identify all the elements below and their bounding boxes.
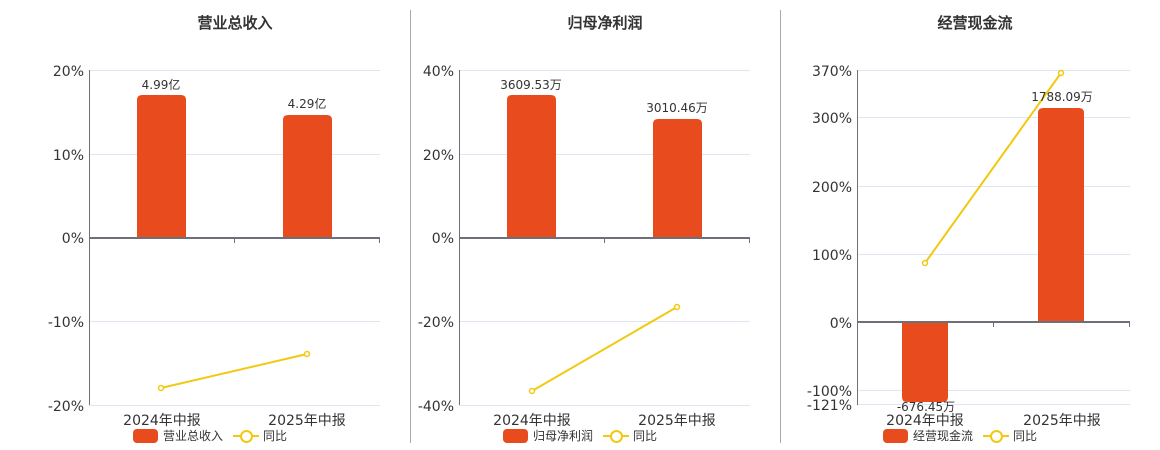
bar-label: 1788.09万	[1031, 90, 1093, 104]
y-tick: 20%	[423, 148, 454, 164]
legend: 归母净利润 同比	[503, 427, 657, 444]
y-tick: 100%	[812, 248, 852, 264]
y-tick: 0%	[830, 316, 852, 332]
yoy-line	[160, 353, 308, 389]
y-tick: -20%	[418, 315, 454, 331]
y-tick: 0%	[62, 231, 84, 247]
bar[interactable]	[653, 119, 702, 238]
legend-line-marker-icon[interactable]	[983, 429, 1010, 443]
y-tick: 10%	[53, 148, 84, 164]
legend-line-marker-icon[interactable]	[603, 429, 630, 443]
bar-label: -676.45万	[897, 400, 955, 414]
legend-line-label[interactable]: 同比	[1013, 429, 1038, 443]
y-tick: 370%	[812, 64, 852, 80]
y-tick: 0%	[432, 231, 454, 247]
y-axis-labels: 20% 10% 0% -10% -20%	[48, 64, 84, 415]
legend-line-marker-icon[interactable]	[233, 429, 260, 443]
legend-bar-swatch-icon[interactable]	[883, 428, 908, 443]
chart-panel-operating-cashflow: 经营现金流 370% 300% 200% 100% 0% -100% -121%…	[780, 0, 1160, 450]
yoy-point[interactable]	[528, 387, 536, 395]
legend-line-label[interactable]: 同比	[263, 429, 288, 443]
panel-divider	[780, 10, 781, 443]
legend-line-label[interactable]: 同比	[633, 429, 658, 443]
x-tick: 2025年中报	[1023, 413, 1101, 429]
x-tick: 2024年中报	[886, 413, 964, 429]
bar[interactable]	[1038, 108, 1084, 322]
panel-divider	[410, 10, 411, 443]
bar[interactable]	[507, 95, 556, 238]
y-tick: -40%	[418, 399, 454, 415]
bar[interactable]	[137, 95, 186, 238]
chart-plot: 20% 10% 0% -10% -20% 4.99亿 4.29亿 2024年中报…	[48, 64, 380, 429]
y-tick: 40%	[423, 64, 454, 80]
y-tick: -121%	[807, 398, 852, 414]
chart-panel-revenue: 营业总收入 20% 10% 0% -10% -20% 4.99亿 4.29亿	[0, 0, 410, 450]
yoy-line	[924, 72, 1062, 264]
chart-plot: 370% 300% 200% 100% 0% -100% -121% -676.…	[807, 64, 1130, 429]
chart-panel-net-profit: 归母净利润 40% 20% 0% -20% -40% 3609.53万 3010…	[410, 0, 780, 450]
bar-label: 4.29亿	[288, 96, 327, 111]
legend-bar-label[interactable]: 经营现金流	[913, 429, 974, 443]
yoy-point[interactable]	[157, 384, 165, 392]
legend-bar-swatch-icon[interactable]	[503, 428, 528, 443]
x-tick: 2025年中报	[638, 413, 716, 429]
y-tick: -10%	[48, 315, 84, 331]
legend-bar-swatch-icon[interactable]	[133, 428, 158, 443]
bar[interactable]	[902, 322, 948, 402]
yoy-point[interactable]	[1057, 69, 1065, 77]
y-tick: 300%	[812, 111, 852, 127]
x-tick: 2024年中报	[123, 413, 201, 429]
y-tick: -20%	[48, 399, 84, 415]
yoy-point[interactable]	[921, 259, 929, 267]
x-tick: 2024年中报	[493, 413, 571, 429]
bar[interactable]	[283, 115, 332, 238]
bar-label: 3010.46万	[646, 101, 708, 115]
bar-label: 3609.53万	[500, 78, 562, 92]
yoy-point[interactable]	[303, 350, 311, 358]
legend-bar-label[interactable]: 归母净利润	[533, 429, 594, 443]
chart-title: 营业总收入	[197, 14, 273, 32]
bar-label: 4.99亿	[142, 77, 181, 92]
x-tick: 2025年中报	[268, 413, 346, 429]
chart-title: 经营现金流	[937, 14, 1013, 32]
legend-bar-label[interactable]: 营业总收入	[163, 429, 224, 443]
chart-plot: 40% 20% 0% -20% -40% 3609.53万 3010.46万 2…	[418, 64, 750, 429]
y-tick: 20%	[53, 64, 84, 80]
chart-title: 归母净利润	[567, 14, 643, 32]
yoy-line	[531, 306, 678, 392]
legend: 经营现金流 同比	[883, 427, 1037, 444]
y-tick: -100%	[807, 384, 852, 400]
y-tick: 200%	[812, 180, 852, 196]
yoy-point[interactable]	[673, 303, 681, 311]
legend: 营业总收入 同比	[133, 427, 287, 444]
